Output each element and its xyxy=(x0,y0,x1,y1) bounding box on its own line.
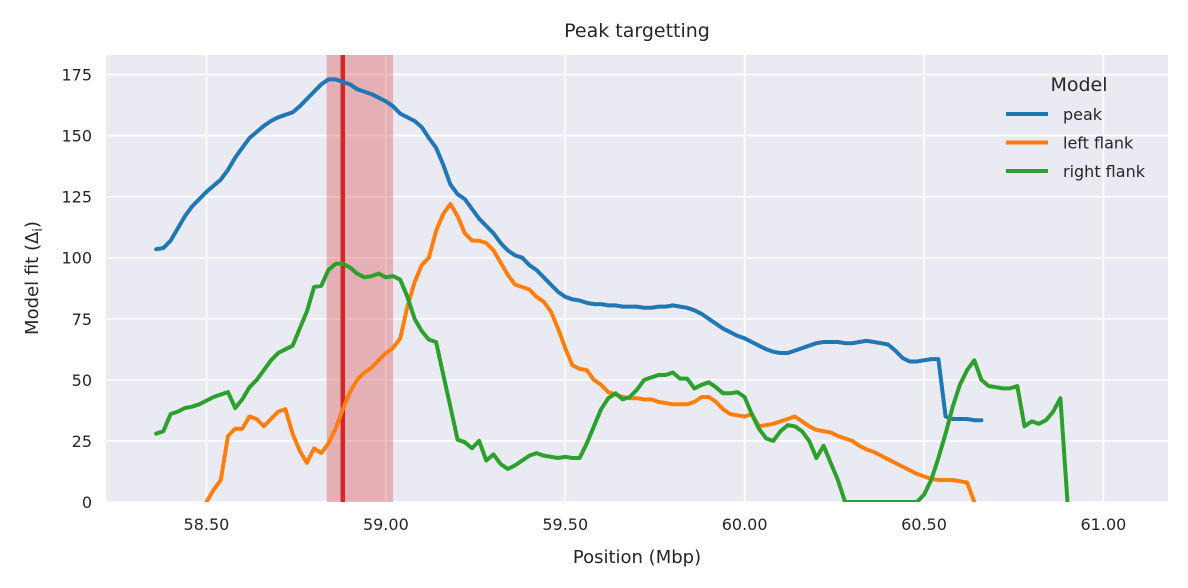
y-tick-label: 0 xyxy=(82,493,92,512)
legend-label: peak xyxy=(1063,105,1103,124)
legend-label: left flank xyxy=(1063,134,1134,153)
highlight-band xyxy=(326,55,394,502)
series-line-left-flank xyxy=(204,202,977,502)
y-tick-label: 150 xyxy=(61,127,92,146)
x-axis-label: Position (Mbp) xyxy=(573,547,701,568)
y-tick-label: 50 xyxy=(72,371,92,390)
y-axis-label: Model fit (Δi) xyxy=(22,221,46,335)
y-tick-label: 175 xyxy=(61,66,92,85)
x-tick-label: 59.50 xyxy=(542,515,588,534)
y-tick-label: 75 xyxy=(72,310,92,329)
y-axis-label-close: ) xyxy=(22,221,43,228)
legend-items: peak left flank right flank xyxy=(1006,105,1146,181)
x-tick-label: 61.00 xyxy=(1081,515,1127,534)
x-tick-label: 59.00 xyxy=(363,515,409,534)
y-axis-label-main: Model fit (Δ xyxy=(22,231,43,335)
y-tick-label: 100 xyxy=(61,249,92,268)
series-line-right-flank xyxy=(154,261,1070,502)
legend-title: Model xyxy=(1050,74,1107,96)
chart-title: Peak targetting xyxy=(564,20,710,42)
y-axis-label-sub: i xyxy=(31,228,46,232)
x-tick-label: 58.50 xyxy=(184,515,230,534)
legend-label: right flank xyxy=(1063,162,1146,181)
y-tick-label: 25 xyxy=(72,432,92,451)
highlight-region xyxy=(326,55,394,502)
grid xyxy=(106,55,1168,503)
x-tick-label: 60.00 xyxy=(722,515,768,534)
x-tick-labels: 58.50 59.00 59.50 60.00 60.50 61.00 xyxy=(184,515,1127,534)
y-tick-labels: 0 25 50 75 100 125 150 175 xyxy=(61,66,92,512)
series-group xyxy=(154,77,1070,502)
series-line-peak xyxy=(154,77,984,423)
y-tick-label: 125 xyxy=(61,188,92,207)
plot-area xyxy=(106,55,1168,502)
x-tick-label: 60.50 xyxy=(901,515,947,534)
legend: Model peak left flank right flank xyxy=(1006,74,1146,181)
